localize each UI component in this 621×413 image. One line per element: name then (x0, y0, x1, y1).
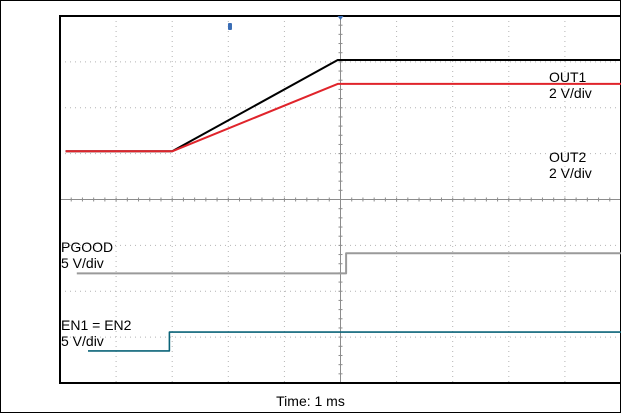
out1-scale: 2 V/div (549, 85, 592, 101)
pgood-label: PGOOD 5 V/div (61, 239, 113, 271)
pgood-name: PGOOD (61, 239, 114, 255)
trace-out2 (65, 82, 621, 153)
out2-name: OUT2 (549, 149, 587, 165)
en-label: EN1 = EN2 5 V/div (61, 317, 131, 349)
out1-label: OUT1 2 V/div (549, 69, 592, 101)
en-scale: 5 V/div (61, 333, 104, 349)
time-position-marker (337, 16, 344, 20)
trace-pgood (76, 252, 621, 275)
time-scale-label: Time: 1 ms (276, 393, 345, 409)
en-name: EN1 = EN2 (61, 317, 132, 333)
trigger-marker (227, 23, 232, 30)
pgood-scale: 5 V/div (61, 255, 104, 271)
trace-out1 (65, 59, 621, 153)
out1-name: OUT1 (549, 69, 587, 85)
trace-en (88, 331, 621, 352)
out2-scale: 2 V/div (549, 165, 592, 181)
out2-label: OUT2 2 V/div (549, 149, 592, 181)
